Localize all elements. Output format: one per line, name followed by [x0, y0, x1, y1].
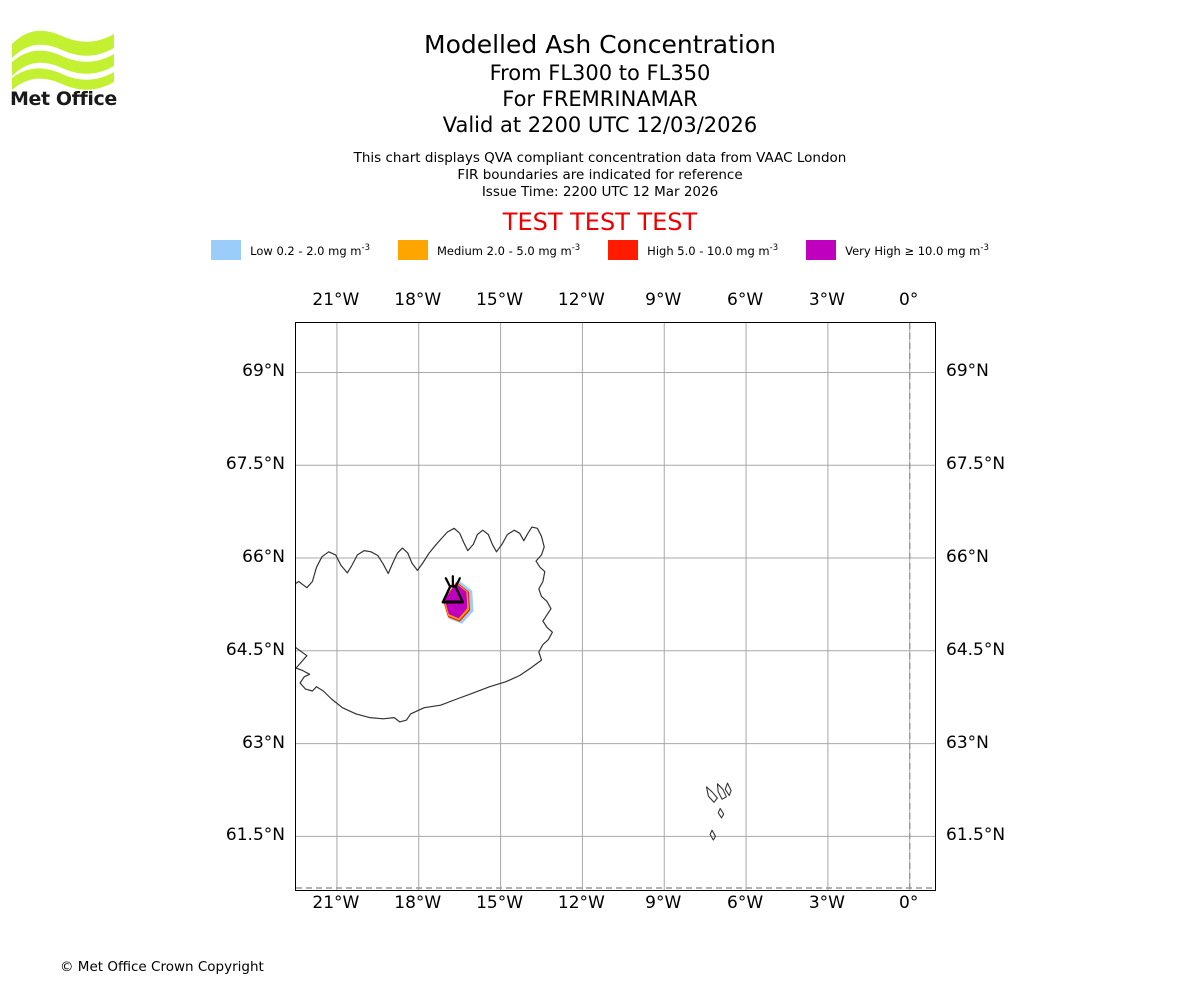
lat-tick-right-0: 69°N: [946, 361, 989, 382]
map-canvas: [296, 323, 935, 890]
subtitle-line-2: FIR boundaries are indicated for referen…: [457, 167, 743, 183]
lon-tick-bottom-4: 9°W: [645, 893, 682, 913]
subtitle-line-1: This chart displays QVA compliant concen…: [353, 150, 847, 166]
met-office-waves-icon: [12, 30, 114, 90]
met-office-logo: [10, 22, 120, 112]
lon-tick-top-2: 15°W: [476, 290, 524, 310]
legend-item-low: Low 0.2 - 2.0 mg m-3: [211, 240, 370, 260]
lon-tick-bottom-6: 3°W: [808, 893, 845, 913]
title-block: Modelled Ash Concentration From FL300 to…: [0, 0, 1200, 237]
coastlines: [296, 526, 732, 841]
lon-tick-bottom-0: 21°W: [312, 893, 360, 913]
legend-label-high: High 5.0 - 10.0 mg m-3: [647, 242, 779, 258]
legend-item-very-high: Very High ≥ 10.0 mg m-3: [806, 240, 989, 260]
lat-tick-left-4: 63°N: [242, 732, 285, 753]
legend-label-low: Low 0.2 - 2.0 mg m-3: [250, 242, 370, 258]
legend-item-medium: Medium 2.0 - 5.0 mg m-3: [397, 240, 581, 260]
legend-label-very-high: Very High ≥ 10.0 mg m-3: [845, 242, 989, 258]
lon-tick-bottom-3: 12°W: [557, 893, 605, 913]
lat-tick-right-5: 61.5°N: [946, 825, 1006, 846]
longitude-axis-bottom: 21°W 18°W 15°W 12°W 9°W 6°W 3°W 0°: [295, 893, 936, 919]
valid-time: Valid at 2200 UTC 12/03/2026: [442, 113, 758, 137]
concentration-legend: Low 0.2 - 2.0 mg m-3 Medium 2.0 - 5.0 mg…: [0, 240, 1200, 260]
legend-swatch-very-high: [806, 240, 837, 260]
lon-tick-top-0: 21°W: [312, 290, 360, 310]
issue-time: Issue Time: 2200 UTC 12 Mar 2026: [481, 184, 719, 200]
legend-swatch-medium: [397, 240, 428, 260]
lon-tick-top-6: 3°W: [808, 290, 845, 310]
map-gridlines: [296, 323, 935, 890]
volcano-marker-icon: [441, 575, 465, 604]
lat-tick-right-1: 67.5°N: [946, 454, 1006, 475]
lat-tick-left-3: 64.5°N: [225, 639, 285, 660]
legend-swatch-low: [211, 240, 242, 260]
lon-tick-bottom-1: 18°W: [394, 893, 442, 913]
lat-tick-left-0: 69°N: [242, 361, 285, 382]
test-banner: TEST TEST TEST: [502, 208, 698, 236]
lon-tick-top-7: 0°: [899, 290, 919, 310]
met-office-wordmark: Met Office: [10, 88, 117, 110]
lat-tick-left-2: 66°N: [242, 547, 285, 568]
lat-tick-right-4: 63°N: [946, 732, 989, 753]
page-title: Modelled Ash Concentration: [424, 30, 776, 59]
lon-tick-bottom-7: 0°: [899, 893, 919, 913]
lat-tick-right-3: 64.5°N: [946, 639, 1006, 660]
longitude-axis-top: 21°W 18°W 15°W 12°W 9°W 6°W 3°W 0°: [295, 290, 936, 316]
legend-swatch-high: [608, 240, 639, 260]
lat-tick-right-2: 66°N: [946, 547, 989, 568]
legend-label-medium: Medium 2.0 - 5.0 mg m-3: [436, 242, 581, 258]
lat-tick-left-5: 61.5°N: [225, 825, 285, 846]
lon-tick-top-3: 12°W: [557, 290, 605, 310]
lon-tick-top-4: 9°W: [645, 290, 682, 310]
ash-plume: [442, 579, 474, 624]
flight-level-range: From FL300 to FL350: [489, 61, 711, 85]
ash-concentration-map[interactable]: [295, 322, 936, 891]
volcano-name: For FREMRINAMAR: [502, 87, 698, 111]
lon-tick-top-5: 6°W: [727, 290, 764, 310]
fir-boundaries: [296, 323, 935, 890]
lat-tick-left-1: 67.5°N: [225, 454, 285, 475]
legend-item-high: High 5.0 - 10.0 mg m-3: [608, 240, 778, 260]
map-frame: [295, 322, 936, 891]
lon-tick-bottom-2: 15°W: [476, 893, 524, 913]
lon-tick-top-1: 18°W: [394, 290, 442, 310]
lon-tick-bottom-5: 6°W: [727, 893, 764, 913]
copyright-footer: © Met Office Crown Copyright: [60, 959, 264, 975]
